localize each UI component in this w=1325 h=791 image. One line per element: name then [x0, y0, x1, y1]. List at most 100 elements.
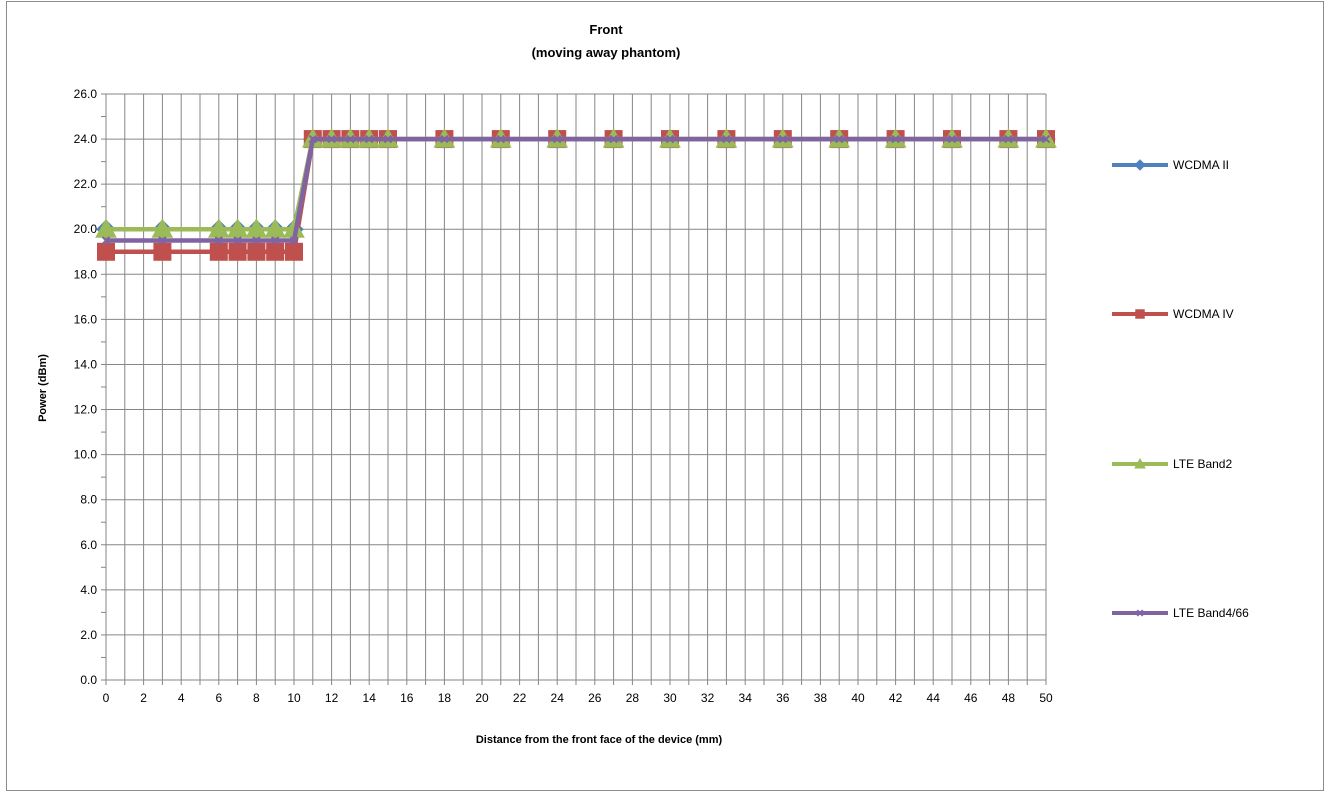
- legend-label: LTE Band4/66: [1173, 606, 1249, 620]
- legend-entry: WCDMA II: [1112, 158, 1229, 172]
- data-point: [947, 134, 957, 144]
- y-tick-label: 14.0: [74, 357, 98, 371]
- data-point-stroke: [1136, 609, 1144, 617]
- data-point: [1134, 457, 1146, 469]
- legend-entry: LTE Band4/66: [1112, 606, 1249, 620]
- data-point: [214, 236, 224, 245]
- data-point-stroke: [364, 134, 374, 144]
- y-tick-label: 20.0: [74, 222, 98, 236]
- x-tick-label: 8: [253, 691, 260, 705]
- data-point: [101, 236, 111, 245]
- y-tick-label: 12.0: [74, 403, 98, 417]
- x-tick-label: 36: [776, 691, 790, 705]
- x-tick-label: 0: [103, 691, 110, 705]
- y-tick-label: 26.0: [74, 87, 98, 101]
- data-point: [552, 134, 562, 144]
- y-tick-label: 18.0: [74, 267, 98, 281]
- data-point: [266, 242, 285, 261]
- data-point-stroke: [609, 134, 618, 144]
- data-point: [1136, 609, 1144, 617]
- data-point-stroke: [346, 134, 355, 144]
- data-point-stroke: [308, 134, 318, 144]
- x-tick-label: 48: [1002, 691, 1016, 705]
- y-tick-label: 0.0: [80, 673, 97, 687]
- data-point: [1135, 309, 1145, 319]
- chart-subtitle: (moving away phantom): [532, 45, 681, 60]
- data-point: [364, 134, 374, 144]
- legend: WCDMA II WCDMA IV LTE Band2 LTE Band4/66: [1112, 158, 1249, 620]
- x-tick-label: 30: [663, 691, 677, 705]
- data-point-stroke: [289, 236, 299, 245]
- x-tick-label: 20: [475, 691, 489, 705]
- data-point: [153, 242, 172, 261]
- legend-label: WCDMA IV: [1173, 307, 1234, 321]
- chart-frame: Front (moving away phantom) 0.0 2.0 4.0 6.0…: [6, 1, 1324, 791]
- data-point-stroke: [252, 236, 261, 245]
- data-point: [289, 236, 299, 245]
- data-point-stroke: [440, 134, 449, 144]
- legend-entry: LTE Band2: [1112, 457, 1232, 471]
- x-tick-label: 2: [140, 691, 147, 705]
- gridlines: [105, 93, 1047, 681]
- data-point-stroke: [665, 134, 675, 144]
- x-tick-label: 26: [588, 691, 602, 705]
- chart-title: Front: [589, 22, 623, 37]
- data-point: [228, 242, 247, 261]
- data-point: [209, 242, 228, 261]
- series-lte-band4-66: [101, 134, 1051, 245]
- x-tick-label: 50: [1039, 691, 1053, 705]
- data-point: [233, 236, 242, 245]
- data-point: [496, 134, 506, 144]
- x-tick-label: 32: [701, 691, 715, 705]
- y-tick-label: 16.0: [74, 312, 98, 326]
- data-point-stroke: [101, 236, 111, 245]
- data-point: [158, 236, 167, 245]
- series-group: [95, 128, 1057, 261]
- data-point: [285, 242, 303, 261]
- x-tick-label: 6: [215, 691, 222, 705]
- data-point-stroke: [834, 134, 844, 144]
- data-point-stroke: [1004, 134, 1013, 144]
- y-tick-label: 8.0: [80, 493, 97, 507]
- data-point: [834, 134, 844, 144]
- y-tick-label: 6.0: [80, 538, 97, 552]
- chart-canvas: Front (moving away phantom) 0.0 2.0 4.0 6.0…: [37, 22, 1249, 746]
- data-point-stroke: [722, 134, 731, 144]
- data-point: [245, 218, 268, 238]
- axes: [101, 93, 1047, 685]
- data-point: [151, 218, 174, 238]
- data-point: [891, 134, 900, 144]
- legend-entry: WCDMA IV: [1112, 307, 1234, 321]
- data-point: [1004, 134, 1013, 144]
- data-point-stroke: [891, 134, 900, 144]
- x-axis-label: Distance from the front face of the devi…: [476, 734, 723, 746]
- data-point-stroke: [496, 134, 506, 144]
- data-point: [722, 134, 731, 144]
- y-tick-label: 24.0: [74, 132, 98, 146]
- x-tick-label: 34: [739, 691, 753, 705]
- data-point: [609, 134, 618, 144]
- data-point-stroke: [214, 236, 224, 245]
- data-point: [308, 134, 318, 144]
- data-point: [346, 134, 355, 144]
- x-tick-labels: 0 2 4 6 8 10 12 14 16 18 20 22 24 26 28 30 32 34 36 38 40 42 4…: [103, 691, 1053, 705]
- x-tick-label: 22: [513, 691, 527, 705]
- legend-label: LTE Band2: [1173, 457, 1232, 471]
- x-tick-label: 46: [964, 691, 978, 705]
- data-point: [778, 134, 788, 144]
- data-point: [1134, 159, 1146, 171]
- data-point-stroke: [158, 236, 167, 245]
- data-point: [95, 218, 117, 238]
- x-tick-label: 12: [325, 691, 339, 705]
- y-tick-labels: 0.0 2.0 4.0 6.0 8.0 10.0 12.0 14.0 16.0 18.0 20.0 2…: [74, 87, 98, 687]
- x-tick-label: 24: [551, 691, 565, 705]
- legend-label: WCDMA II: [1173, 158, 1229, 172]
- data-point: [252, 236, 261, 245]
- y-axis-label: Power (dBm): [37, 354, 49, 422]
- data-point-stroke: [383, 134, 393, 144]
- data-point-stroke: [233, 236, 242, 245]
- data-point: [1041, 134, 1051, 144]
- data-point-stroke: [778, 134, 788, 144]
- data-point-stroke: [552, 134, 562, 144]
- x-tick-label: 42: [889, 691, 903, 705]
